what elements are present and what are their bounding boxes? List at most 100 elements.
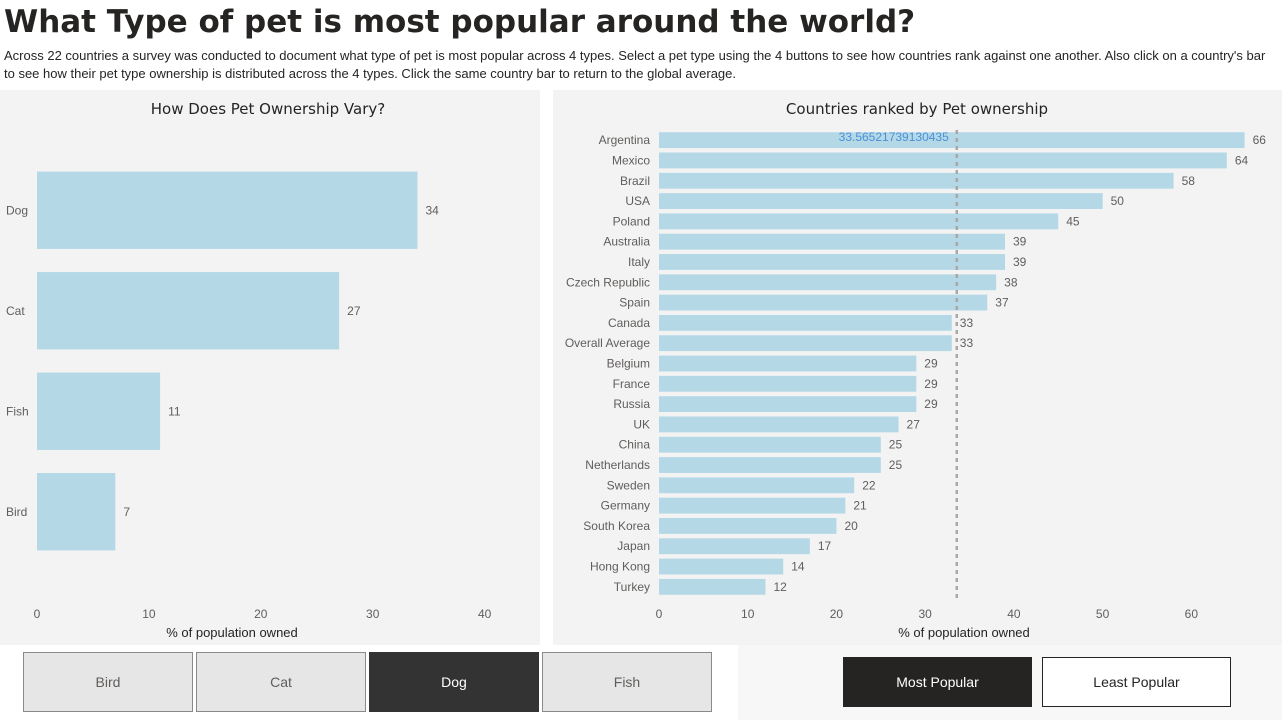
category-label-dog: Dog	[6, 203, 28, 217]
bar-france[interactable]	[659, 375, 917, 392]
x-tick-0: 0	[656, 607, 663, 621]
bar-argentina[interactable]	[659, 132, 1245, 149]
pet-type-selector: Bird Cat Dog Fish	[23, 652, 715, 714]
bar-japan[interactable]	[659, 538, 810, 555]
x-tick-10: 10	[142, 607, 156, 621]
data-label-czech-republic: 38	[1004, 275, 1018, 289]
bar-italy[interactable]	[659, 254, 1006, 270]
bar-turkey[interactable]	[659, 578, 766, 595]
bar-czech-republic[interactable]	[659, 274, 997, 291]
category-label-russia: Russia	[613, 397, 650, 411]
bar-overall-average[interactable]	[659, 335, 952, 352]
data-label-argentina: 66	[1253, 133, 1267, 147]
data-label-belgium: 29	[924, 357, 938, 371]
bar-mexico[interactable]	[659, 152, 1227, 169]
bar-russia[interactable]	[659, 396, 917, 413]
data-label-sweden: 22	[862, 478, 876, 492]
bar-australia[interactable]	[659, 233, 1006, 250]
page-description: Across 22 countries a survey was conduct…	[4, 48, 1266, 81]
x-tick-30: 30	[366, 607, 380, 621]
x-tick-20: 20	[830, 607, 844, 621]
data-label-mexico: 64	[1235, 153, 1249, 167]
x-tick-40: 40	[1007, 607, 1021, 621]
category-label-bird: Bird	[6, 505, 27, 519]
dog-button[interactable]: Dog	[369, 652, 539, 712]
bar-brazil[interactable]	[659, 172, 1174, 189]
category-label-argentina: Argentina	[599, 133, 651, 147]
category-label-hong-kong: Hong Kong	[590, 560, 650, 574]
category-label-china: China	[619, 438, 651, 452]
data-label-netherlands: 25	[889, 458, 903, 472]
data-label-japan: 17	[818, 539, 832, 553]
data-label-china: 25	[889, 438, 903, 452]
data-label-dog: 34	[425, 203, 439, 217]
pet-ownership-chart: Dog 34 Cat 27 Fish 11 Bird 7 0 10 20 30 40 % of popul…	[6, 171, 492, 640]
category-label-usa: USA	[625, 194, 650, 208]
fish-button[interactable]: Fish	[542, 652, 712, 712]
bar-bird[interactable]	[37, 473, 116, 551]
category-label-fish: Fish	[6, 404, 29, 418]
bar-poland[interactable]	[659, 213, 1059, 230]
category-label-czech-republic: Czech Republic	[566, 275, 650, 289]
average-reference-label: 33.56521739130435	[839, 130, 949, 144]
category-label-italy: Italy	[628, 255, 650, 269]
bar-uk[interactable]	[659, 416, 899, 433]
cat-button[interactable]: Cat	[196, 652, 366, 712]
data-label-overall-average: 33	[960, 336, 974, 350]
x-tick-30: 30	[918, 607, 932, 621]
x-tick-60: 60	[1185, 607, 1199, 621]
data-label-brazil: 58	[1182, 174, 1196, 188]
data-label-france: 29	[924, 377, 938, 391]
x-tick-50: 50	[1096, 607, 1110, 621]
bar-sweden[interactable]	[659, 477, 855, 494]
bar-canada[interactable]	[659, 314, 952, 331]
right-chart-title: Countries ranked by Pet ownership	[785, 100, 1049, 118]
data-label-hong-kong: 14	[791, 560, 805, 574]
data-label-italy: 39	[1013, 255, 1027, 269]
most-popular-button[interactable]: Most Popular	[843, 657, 1032, 707]
category-label-spain: Spain	[619, 296, 650, 310]
data-label-poland: 45	[1066, 214, 1080, 228]
data-label-spain: 37	[995, 296, 1009, 310]
category-label-overall-average: Overall Average	[565, 336, 650, 350]
bar-netherlands[interactable]	[659, 457, 881, 473]
data-label-turkey: 12	[773, 580, 787, 594]
bird-button[interactable]: Bird	[23, 652, 193, 712]
category-label-australia: Australia	[603, 235, 650, 249]
category-label-uk: UK	[633, 417, 650, 431]
bar-belgium[interactable]	[659, 355, 917, 372]
category-label-canada: Canada	[608, 316, 650, 330]
bar-china[interactable]	[659, 436, 881, 453]
category-label-mexico: Mexico	[612, 153, 650, 167]
x-axis-title: % of population owned	[166, 625, 298, 640]
category-label-south-korea: South Korea	[583, 519, 650, 533]
bar-dog[interactable]	[37, 171, 418, 249]
x-tick-0: 0	[34, 607, 41, 621]
bar-hong-kong[interactable]	[659, 558, 784, 575]
data-label-russia: 29	[924, 397, 938, 411]
category-label-france: France	[613, 377, 651, 391]
x-axis-title: % of population owned	[898, 625, 1030, 640]
category-label-brazil: Brazil	[620, 174, 650, 188]
category-label-poland: Poland	[613, 214, 650, 228]
page-title: What Type of pet is most popular around …	[4, 4, 916, 40]
category-label-germany: Germany	[601, 499, 650, 513]
bar-cat[interactable]	[37, 272, 340, 350]
data-label-cat: 27	[347, 304, 361, 318]
bar-usa[interactable]	[659, 193, 1103, 209]
x-tick-10: 10	[741, 607, 755, 621]
bar-germany[interactable]	[659, 497, 846, 514]
x-tick-40: 40	[478, 607, 492, 621]
data-label-usa: 50	[1111, 194, 1125, 208]
x-tick-20: 20	[254, 607, 268, 621]
data-label-germany: 21	[853, 499, 867, 513]
bar-fish[interactable]	[37, 372, 161, 450]
category-label-belgium: Belgium	[607, 357, 650, 371]
data-label-australia: 39	[1013, 235, 1027, 249]
data-label-fish: 11	[168, 404, 181, 418]
least-popular-button[interactable]: Least Popular	[1042, 657, 1231, 707]
category-label-japan: Japan	[617, 539, 650, 553]
bar-spain[interactable]	[659, 294, 988, 311]
category-label-netherlands: Netherlands	[585, 458, 650, 472]
bar-south-korea[interactable]	[659, 518, 837, 534]
